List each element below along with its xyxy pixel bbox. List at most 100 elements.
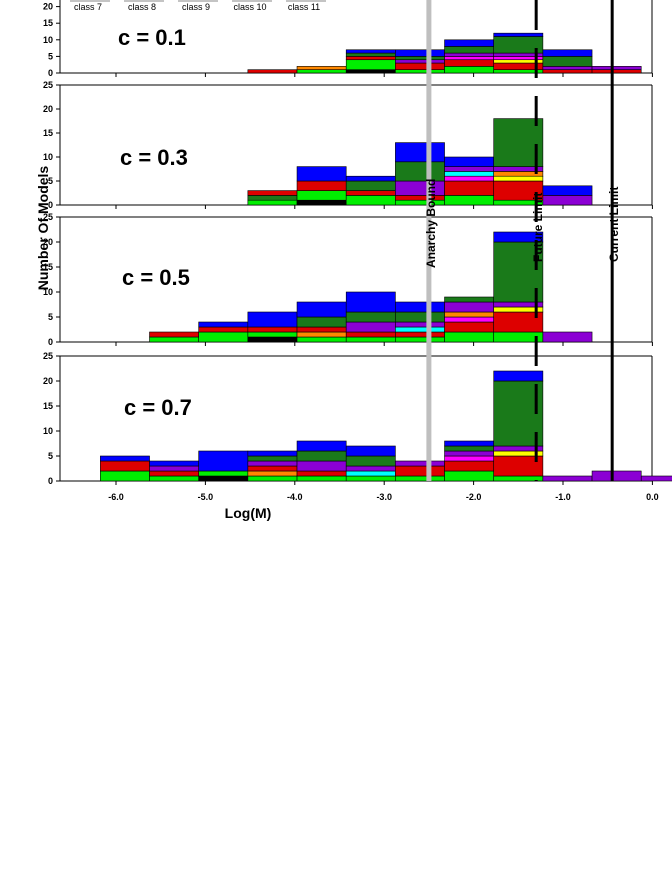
bar-segment: [395, 301, 445, 313]
bar-segment: [345, 465, 396, 472]
bar-segment: [247, 331, 298, 338]
bar-segment: [296, 301, 347, 318]
x-tick-label: -6.0: [108, 492, 124, 502]
legend-entry: class 9: [182, 2, 210, 12]
bar-segment: [296, 470, 347, 477]
y-tick-label: 5: [48, 176, 53, 186]
bar-segment: [395, 331, 445, 338]
bar-segment: [444, 46, 495, 54]
bar-segment: [149, 475, 199, 482]
bar-segment: [591, 470, 642, 482]
bar-segment: [345, 190, 396, 196]
bar-segment: [640, 475, 672, 482]
bar-segment: [100, 470, 150, 482]
bar-segment: [444, 171, 495, 177]
bar-segment: [296, 336, 347, 343]
bar-segment: [296, 475, 347, 482]
y-tick-label: 25: [43, 212, 53, 222]
y-tick-label: 10: [43, 152, 53, 162]
bar-segment: [345, 56, 396, 61]
bar-segment: [395, 161, 445, 182]
bar-segment: [542, 331, 593, 343]
bar-segment: [542, 195, 593, 206]
bar-segment: [247, 470, 298, 477]
bar-segment: [296, 166, 347, 182]
bar-segment: [444, 66, 495, 74]
bar-segment: [296, 66, 347, 70]
bar-segment: [444, 195, 495, 206]
bar-segment: [296, 190, 347, 201]
y-tick-label: 0: [48, 476, 53, 486]
y-tick-label: 25: [43, 351, 53, 361]
y-tick-label: 20: [43, 237, 53, 247]
bar-segment: [149, 336, 199, 343]
bar-segment: [395, 59, 445, 64]
bar-segment: [542, 69, 593, 74]
y-tick-label: 10: [43, 35, 53, 45]
bar-segment: [493, 231, 544, 243]
bar-segment: [345, 475, 396, 482]
bar-segment: [247, 190, 298, 196]
panel-4: 0 5 10 15 20 25 c = 0.7: [43, 351, 672, 486]
bar-segment: [345, 52, 396, 57]
bar-segment: [247, 69, 298, 74]
bar-segment: [444, 56, 495, 61]
panel-label: c = 0.5: [122, 265, 190, 290]
bar-segment: [247, 311, 298, 328]
bar-segment: [444, 301, 495, 313]
bar-segment: [444, 311, 495, 318]
bar-segment: [395, 465, 445, 477]
bar-segment: [198, 475, 249, 482]
bar-segment: [444, 175, 495, 182]
bar-segment: [247, 475, 298, 482]
bar-segment: [149, 465, 199, 472]
bar-segment: [296, 440, 347, 452]
y-tick-label: 10: [43, 426, 53, 436]
x-axis: -6.0 -5.0 -4.0 -3.0 -2.0 -1.0 0.0: [108, 492, 658, 502]
y-tick-label: 25: [43, 80, 53, 90]
bar-segment: [198, 450, 249, 472]
panel-1: 0 5 10 15 20 c = 0.1: [43, 0, 653, 78]
bar-segment: [542, 185, 593, 196]
x-tick-label: -2.0: [466, 492, 482, 502]
histogram-panels: 0 5 10 15 20 c = 0.1 0 5 10 15 20 25 c = 0.3 0 5 10 15 20…: [43, 0, 672, 486]
vline-label: Current Limit: [607, 187, 621, 262]
bar-segment: [444, 39, 495, 47]
bar-segment: [247, 326, 298, 333]
bar-segment: [100, 460, 150, 472]
bar-segment: [395, 475, 445, 482]
bar-segment: [296, 326, 347, 333]
bar-segment: [247, 199, 298, 206]
bar-segment: [198, 470, 249, 477]
bar-segment: [296, 180, 347, 191]
bar-segment: [247, 336, 298, 343]
bar-segment: [198, 321, 249, 328]
y-tick-label: 15: [43, 128, 53, 138]
bar-segment: [542, 475, 593, 482]
y-tick-label: 5: [48, 51, 53, 61]
bar-segment: [444, 470, 495, 482]
bar-segment: [395, 321, 445, 328]
y-tick-label: 20: [43, 104, 53, 114]
y-tick-label: 0: [48, 200, 53, 210]
y-tick-label: 15: [43, 401, 53, 411]
y-tick-label: 20: [43, 2, 53, 12]
bar-segment: [395, 311, 445, 323]
bar-segment: [444, 460, 495, 472]
bar-segment: [395, 62, 445, 70]
bar-segment: [395, 69, 445, 74]
bar-segment: [247, 460, 298, 467]
bar-segment: [296, 69, 347, 74]
legend-partial: class 7 class 8 class 9 class 10 class 11: [70, 0, 326, 12]
vline-label: Future Limit: [531, 193, 545, 262]
bar-segment: [444, 296, 495, 303]
bar-segment: [345, 455, 396, 467]
bar-segment: [345, 331, 396, 338]
bar-segment: [444, 450, 495, 457]
bar-segment: [542, 66, 593, 70]
panel-label: c = 0.7: [124, 395, 192, 420]
bar-segment: [493, 32, 544, 37]
y-tick-label: 20: [43, 376, 53, 386]
y-axis-title: Number Of Models: [35, 166, 51, 291]
